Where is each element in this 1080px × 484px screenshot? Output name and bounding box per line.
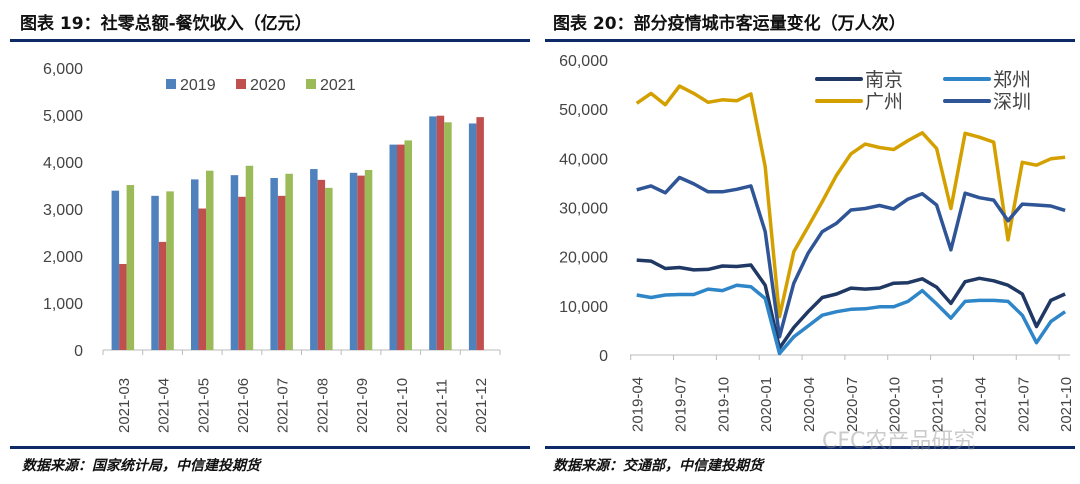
y-tick-label: 1,000 [43,296,83,313]
legend-label-南京: 南京 [865,69,903,91]
y-tick-label: 5,000 [43,108,83,125]
bar-2021-2021-05 [206,170,214,350]
bar-2019-2021-07 [270,177,278,350]
bar-2020-2021-12 [476,117,484,351]
line-南京 [636,258,1066,350]
right-title-rule [545,39,1075,42]
bar-2020-2021-07 [277,195,286,350]
x-tick-label: 2021-04 [156,378,173,433]
bar-2020-2021-03 [119,263,127,350]
bar-2021-2021-08 [325,187,333,350]
y-tick-label: 50,000 [559,102,608,119]
bar-2019-2021-08 [310,169,318,350]
x-tick-label: 2021-08 [314,378,331,433]
y-tick-label: 10,000 [559,299,608,316]
right-bottom-rule [545,446,1075,449]
bar-2020-2021-11 [436,115,445,350]
line-广州 [635,84,1066,319]
x-tick-label: 2021-03 [116,378,133,433]
bar-2019-2021-05 [191,179,199,350]
watermark: CFC农产品研究 [822,429,976,454]
legend-swatch-2019 [166,79,176,89]
bar-2021-2021-06 [245,165,254,350]
left-chart-title: 图表 19：社零总额-餐饮收入（亿元） [20,14,312,34]
legend-swatch-2021 [306,79,316,89]
x-tick-label: 2019-04 [630,377,647,432]
line-深圳 [636,175,1066,339]
line-郑州 [636,283,1067,356]
y-tick-label: 0 [599,348,608,365]
legend-label-2019: 2019 [180,77,216,94]
legend-swatch-2020 [236,79,246,89]
left-title-rule [10,39,530,42]
right-source: 数据来源：交通部，中信建投期货 [553,458,763,474]
x-tick-label: 2021-01 [930,377,947,432]
bar-2019-2021-11 [429,116,437,350]
bar-2020-2021-06 [238,196,246,350]
x-tick-label: 2021-11 [433,379,450,433]
bar-2020-2021-09 [357,175,365,350]
y-tick-label: 0 [74,343,83,360]
x-tick-label: 2021-07 [1015,377,1032,432]
bar-2019-2021-09 [349,172,358,350]
legend-label-2021: 2021 [320,77,356,94]
y-tick-label: 2,000 [43,249,83,266]
x-tick-label: 2019-10 [715,377,732,432]
bar-2020-2021-05 [198,208,206,350]
bar-2019-2021-03 [111,190,120,350]
legend-label-郑州: 郑州 [993,69,1031,91]
x-tick-label: 2021-05 [195,378,212,433]
bar-2019-2021-06 [230,175,239,350]
x-tick-label: 2019-07 [673,377,690,432]
bar-2019-2021-12 [468,123,477,351]
x-tick-label: 2021-12 [473,378,490,433]
x-tick-label: 2021-10 [1058,377,1075,432]
bar-2021-2021-03 [126,185,135,350]
left-bottom-rule [10,446,530,449]
x-tick-label: 2021-10 [394,378,411,433]
y-tick-label: 4,000 [43,155,83,172]
x-tick-label: 2021-06 [235,378,252,433]
bar-2021-2021-07 [285,173,293,350]
x-tick-label: 2021-04 [972,377,989,432]
x-tick-label: 2020-04 [801,377,818,432]
x-tick-label: 2020-01 [758,377,775,432]
x-tick-label: 2020-07 [844,377,861,432]
x-tick-label: 2021-07 [275,378,292,433]
right-chart-title: 图表 20：部分疫情城市客运量变化（万人次） [553,14,906,34]
y-tick-label: 60,000 [559,53,608,70]
x-tick-label: 2020-10 [887,377,904,432]
x-tick-label: 2021-09 [354,378,371,433]
bar-2019-2021-10 [389,144,397,350]
y-tick-label: 3,000 [43,202,83,219]
bar-2021-2021-09 [364,169,373,350]
left-source: 数据来源：国家统计局，中信建投期货 [22,458,260,474]
y-tick-label: 30,000 [559,201,608,218]
legend-label-深圳: 深圳 [993,91,1031,113]
bar-2020-2021-10 [397,144,405,350]
bar-2020-2021-08 [317,179,326,350]
y-tick-label: 40,000 [559,151,608,168]
y-tick-label: 20,000 [559,250,608,267]
y-tick-label: 6,000 [43,61,83,78]
legend-label-2020: 2020 [250,77,286,94]
bar-2021-2021-10 [404,140,412,350]
bar-2020-2021-04 [158,241,167,350]
bar-2021-2021-11 [444,122,452,350]
legend-label-广州: 广州 [865,91,903,113]
bar-2021-2021-04 [166,191,174,350]
bar-2019-2021-04 [151,195,159,350]
